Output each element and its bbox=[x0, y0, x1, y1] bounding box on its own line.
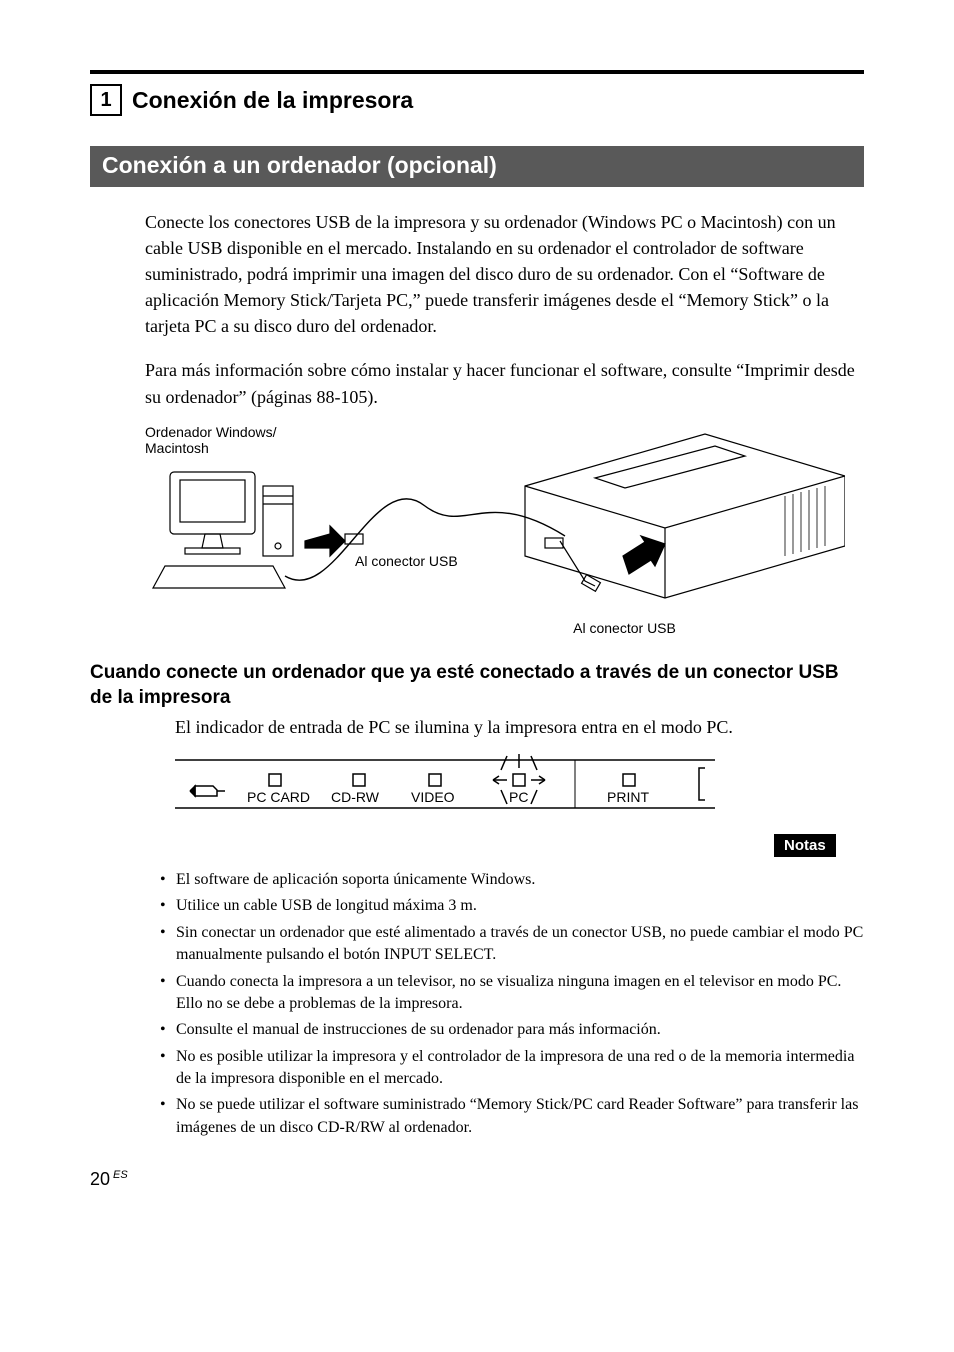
note-item: No se puede utilizar el software suminis… bbox=[160, 1094, 864, 1139]
usb-label-bottom: Al conector USB bbox=[385, 620, 864, 636]
section-header: 1 Conexión de la impresora bbox=[90, 84, 864, 116]
paragraph-2: Para más información sobre cómo instalar… bbox=[145, 357, 864, 409]
sub-heading: Cuando conecte un ordenador que ya esté … bbox=[90, 660, 864, 711]
panel-label-print: PRINT bbox=[607, 789, 649, 805]
indicator-text: El indicador de entrada de PC se ilumina… bbox=[175, 717, 864, 738]
panel-label-cdrw: CD-RW bbox=[331, 789, 380, 805]
indicator-panel: PC CARD CD-RW VIDEO PC PRINT bbox=[175, 750, 715, 820]
computer-label: Ordenador Windows/ Macintosh bbox=[145, 424, 277, 456]
paragraph-1: Conecte los conectores USB de la impreso… bbox=[145, 209, 864, 339]
note-item: Consulte el manual de instrucciones de s… bbox=[160, 1019, 864, 1041]
page-number: 20ES bbox=[90, 1169, 864, 1190]
note-item: Utilice un cable USB de longitud máxima … bbox=[160, 895, 864, 917]
page-container: 1 Conexión de la impresora Conexión a un… bbox=[0, 0, 954, 1240]
notes-badge: Notas bbox=[774, 834, 836, 857]
note-item: Sin conectar un ordenador que esté alime… bbox=[160, 922, 864, 967]
note-item: No es posible utilizar la impresora y el… bbox=[160, 1046, 864, 1091]
top-rule bbox=[90, 70, 864, 74]
subsection-title-bar: Conexión a un ordenador (opcional) bbox=[90, 146, 864, 187]
notes-list: El software de aplicación soporta únicam… bbox=[160, 869, 864, 1139]
note-item: El software de aplicación soporta únicam… bbox=[160, 869, 864, 891]
section-number-box: 1 bbox=[90, 84, 122, 116]
panel-label-pc: PC bbox=[509, 789, 528, 805]
panel-label-video: VIDEO bbox=[411, 789, 455, 805]
note-item: Cuando conecta la impresora a un televis… bbox=[160, 971, 864, 1016]
section-title: Conexión de la impresora bbox=[132, 87, 413, 114]
page-lang: ES bbox=[113, 1169, 128, 1181]
usb-label-mid: Al conector USB bbox=[355, 553, 458, 569]
panel-label-pccard: PC CARD bbox=[247, 789, 310, 805]
connection-diagram: Ordenador Windows/ Macintosh bbox=[145, 426, 864, 636]
page-number-value: 20 bbox=[90, 1169, 110, 1189]
